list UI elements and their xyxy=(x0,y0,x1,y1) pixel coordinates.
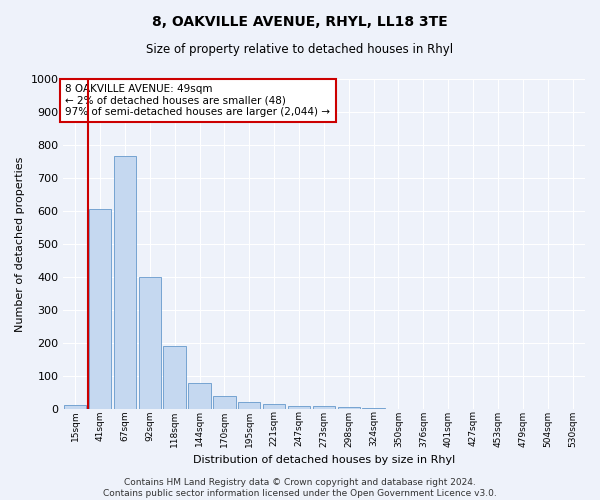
Y-axis label: Number of detached properties: Number of detached properties xyxy=(15,156,25,332)
Bar xyxy=(263,404,286,409)
X-axis label: Distribution of detached houses by size in Rhyl: Distribution of detached houses by size … xyxy=(193,455,455,465)
Bar xyxy=(114,156,136,409)
Bar xyxy=(139,277,161,409)
Text: 8, OAKVILLE AVENUE, RHYL, LL18 3TE: 8, OAKVILLE AVENUE, RHYL, LL18 3TE xyxy=(152,15,448,29)
Bar xyxy=(288,406,310,409)
Bar xyxy=(238,402,260,409)
Bar xyxy=(188,383,211,409)
Bar xyxy=(338,406,360,409)
Bar xyxy=(362,408,385,409)
Bar xyxy=(313,406,335,409)
Text: Size of property relative to detached houses in Rhyl: Size of property relative to detached ho… xyxy=(146,42,454,56)
Bar xyxy=(89,210,111,409)
Bar xyxy=(163,346,186,409)
Bar xyxy=(213,396,236,409)
Text: 8 OAKVILLE AVENUE: 49sqm
← 2% of detached houses are smaller (48)
97% of semi-de: 8 OAKVILLE AVENUE: 49sqm ← 2% of detache… xyxy=(65,84,331,117)
Text: Contains HM Land Registry data © Crown copyright and database right 2024.
Contai: Contains HM Land Registry data © Crown c… xyxy=(103,478,497,498)
Bar xyxy=(64,404,86,409)
